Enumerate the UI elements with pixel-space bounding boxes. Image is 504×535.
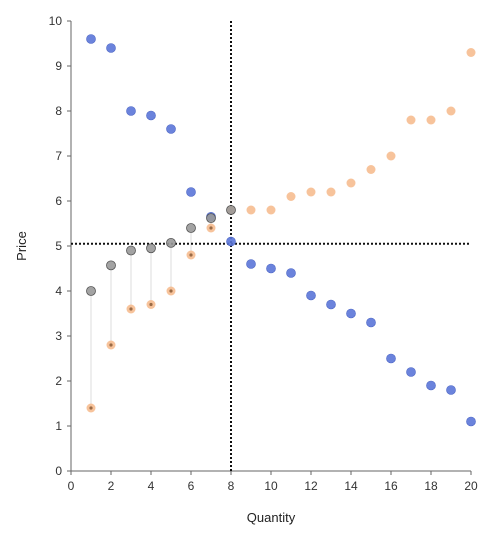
x-tick-label: 20 (464, 479, 478, 493)
orange-point (266, 205, 276, 215)
y-tick-label: 3 (55, 329, 62, 343)
blue-point (266, 263, 276, 274)
orange-point (426, 115, 436, 125)
orange-point (406, 115, 416, 125)
y-axis-title: Price (14, 231, 29, 261)
x-tick-label: 0 (68, 479, 75, 493)
y-tick-label: 8 (55, 104, 62, 118)
blue-point (226, 236, 236, 247)
data-points (86, 34, 476, 427)
x-tick-label: 4 (148, 479, 155, 493)
x-tick-label: 14 (344, 479, 358, 493)
gray-point (226, 205, 236, 215)
blue-point (326, 299, 336, 310)
blue-point (306, 290, 316, 301)
x-tick-label: 12 (304, 479, 318, 493)
blue-point (106, 43, 116, 53)
blue-point (246, 259, 256, 269)
blue-point (126, 106, 136, 116)
orange-point-center (149, 302, 153, 307)
x-tick-label: 2 (108, 479, 115, 493)
orange-point (386, 151, 396, 161)
orange-point (246, 205, 256, 215)
orange-point-center (169, 289, 173, 293)
gray-point (166, 237, 176, 248)
blue-point (406, 367, 416, 377)
y-tick-label: 2 (55, 374, 62, 388)
orange-point-center (209, 226, 213, 230)
y-tick-label: 10 (49, 14, 63, 28)
y-tick-label: 5 (55, 239, 62, 253)
orange-point-center (129, 307, 133, 311)
blue-point (186, 187, 196, 197)
x-axis-title: Quantity (247, 510, 296, 525)
blue-point (146, 110, 156, 121)
blue-point (386, 353, 396, 364)
blue-point (446, 385, 456, 395)
gray-point (126, 245, 136, 256)
orange-point-center (109, 343, 113, 347)
x-tick-label: 18 (424, 479, 438, 493)
y-tick-label: 6 (55, 194, 62, 208)
gray-point (206, 213, 216, 224)
axes (67, 20, 472, 475)
gray-point (86, 286, 96, 296)
blue-point (166, 124, 176, 134)
y-tick-label: 7 (55, 149, 62, 163)
gray-point (106, 260, 116, 271)
x-tick-label: 8 (228, 479, 235, 493)
blue-point (346, 308, 356, 319)
orange-point (366, 165, 376, 174)
blue-point (286, 268, 296, 278)
orange-point (466, 48, 476, 57)
y-tick-label: 0 (55, 464, 62, 478)
orange-point-center (189, 253, 193, 257)
x-tick-label: 6 (188, 479, 195, 493)
gray-point (146, 243, 156, 254)
orange-point (286, 192, 296, 201)
x-tick-label: 10 (264, 479, 278, 493)
blue-point (466, 416, 476, 427)
blue-point (86, 34, 96, 44)
orange-point (346, 178, 356, 188)
gray-point (186, 223, 196, 233)
orange-point-center (89, 406, 93, 410)
y-tick-label: 4 (55, 284, 62, 298)
blue-point (426, 380, 436, 391)
y-tick-label: 9 (55, 59, 62, 73)
blue-point (366, 317, 376, 328)
orange-point (446, 106, 456, 116)
x-tick-label: 16 (384, 479, 398, 493)
orange-point (326, 187, 336, 197)
orange-point (306, 187, 316, 197)
y-tick-label: 1 (55, 419, 62, 433)
